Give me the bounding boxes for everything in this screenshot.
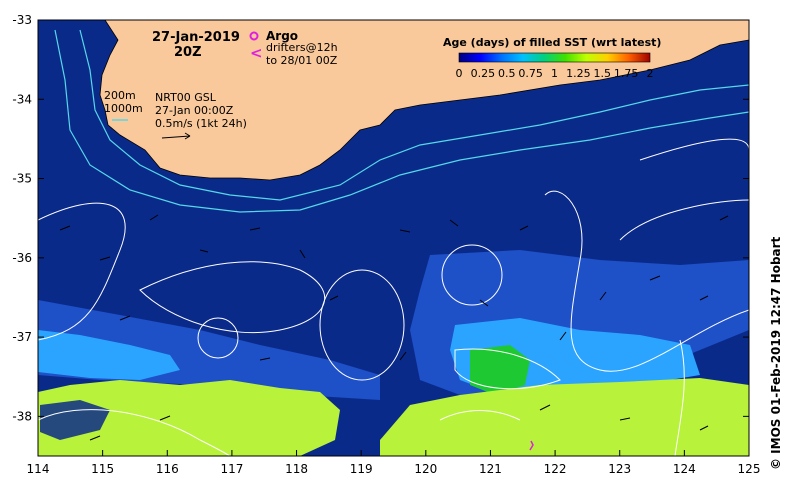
drifter-arrow-icon: <: [250, 44, 263, 62]
ssh-contours: [38, 138, 749, 456]
map-frame: [37, 19, 750, 457]
sst-stale-region-west: [38, 380, 340, 456]
argo-icon: [249, 31, 259, 41]
x-tick-label: 120: [414, 462, 437, 476]
time-title: 20Z: [174, 45, 202, 60]
credit-text: © IMOS 01-Feb-2019 12:47 Hobart: [769, 236, 783, 470]
date-title: 27-Jan-2019: [152, 30, 240, 45]
drifters-label-2: to 28/01 00Z: [266, 54, 338, 67]
map-plot-area: [38, 20, 749, 456]
product-label-2: 27-Jan 00:00Z: [155, 104, 234, 117]
drifters-label-1: drifters@12h: [266, 41, 338, 54]
y-tick-label: -33: [12, 13, 32, 27]
x-tick-label: 119: [350, 462, 373, 476]
y-axis: -33 -34 -35 -36 -37 -38: [12, 13, 749, 423]
colorbar-tick-label: 1: [551, 67, 558, 80]
colorbar: [458, 52, 651, 63]
x-tick-label: 116: [156, 462, 179, 476]
x-tick-label: 117: [220, 462, 243, 476]
isobath-1000m-label: 1000m: [104, 102, 143, 115]
y-tick-label: -36: [12, 251, 32, 265]
colorbar-tick-label: 0.25: [471, 67, 496, 80]
x-tick-label: 125: [738, 462, 761, 476]
isobath-200m: [79, 29, 749, 201]
colorbar-tick-label: 0: [456, 67, 463, 80]
colorbar-tick-label: 1.25: [566, 67, 591, 80]
scale-arrowhead-icon: [184, 132, 191, 140]
y-tick-label: -34: [12, 92, 32, 106]
isobath-1000m: [54, 29, 749, 213]
x-tick-label: 122: [544, 462, 567, 476]
x-tick-label: 123: [608, 462, 631, 476]
y-tick-label: -38: [12, 409, 32, 423]
x-tick-label: 121: [479, 462, 502, 476]
argo-label: Argo: [266, 29, 298, 43]
colorbar-tick-label: 0.5: [498, 67, 516, 80]
x-tick-label: 114: [27, 462, 50, 476]
x-tick-label: 118: [285, 462, 308, 476]
x-tick-label: 124: [673, 462, 696, 476]
colorbar-tick-label: 1.5: [594, 67, 612, 80]
colorbar-ticks: 0 0.25 0.5 0.75 1 1.25 1.5 1.75 2: [456, 67, 654, 80]
colorbar-tick-label: 2: [647, 67, 654, 80]
drifter-track: [529, 440, 534, 451]
current-vectors: [59, 214, 729, 441]
colorbar-tick-label: 1.75: [614, 67, 639, 80]
sst-west-blue-patch: [38, 330, 180, 380]
sst-green-patch: [470, 345, 530, 395]
sst-stale-region-east: [380, 378, 749, 456]
isobath-200m-label: 200m: [104, 89, 136, 102]
x-axis: 114 115 116 117 118 119 120 121 122 123 124 125: [27, 450, 761, 476]
product-label-3: 0.5m/s (1kt 24h): [155, 117, 247, 130]
y-tick-label: -35: [12, 172, 32, 186]
product-label-1: NRT00 GSL: [155, 91, 217, 104]
scale-arrow: [161, 135, 191, 139]
colorbar-tick-label: 0.75: [518, 67, 543, 80]
colorbar-title: Age (days) of filled SST (wrt latest): [443, 36, 661, 49]
y-tick-label: -37: [12, 330, 32, 344]
x-tick-label: 115: [91, 462, 114, 476]
